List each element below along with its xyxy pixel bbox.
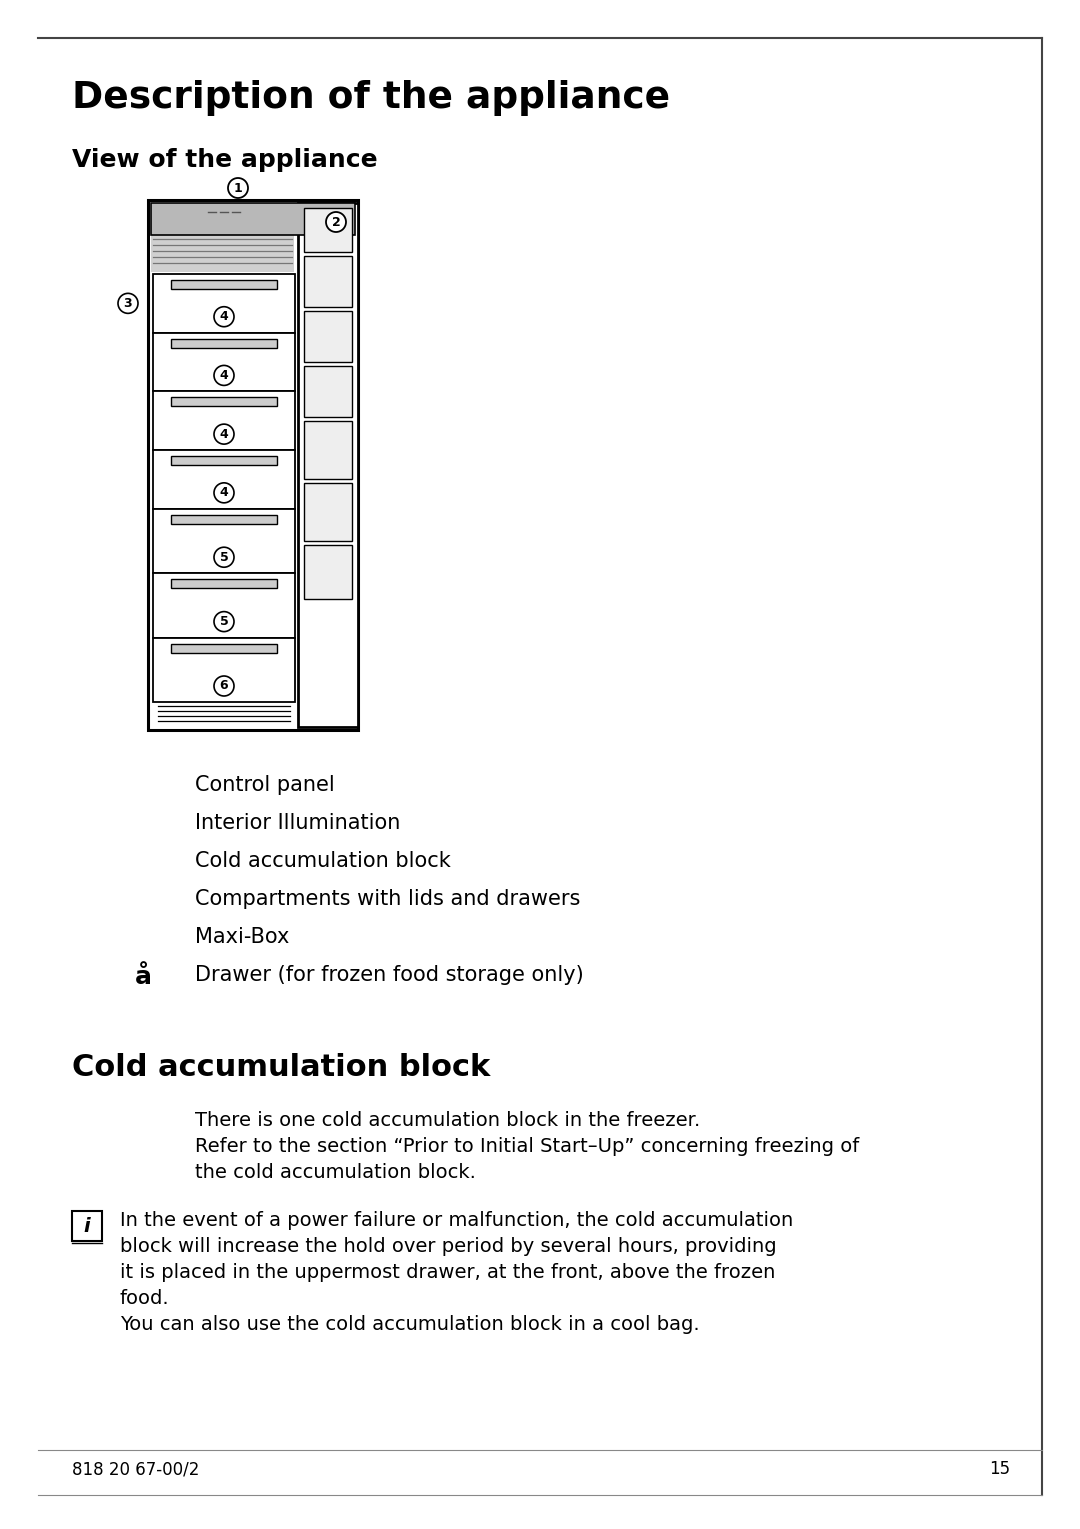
Bar xyxy=(171,456,276,465)
Text: 15: 15 xyxy=(989,1460,1010,1479)
Bar xyxy=(303,208,352,252)
Bar xyxy=(171,644,276,653)
Text: food.: food. xyxy=(120,1289,170,1307)
Text: Description of the appliance: Description of the appliance xyxy=(72,80,670,116)
Text: View of the appliance: View of the appliance xyxy=(72,148,378,171)
Text: Maxi-Box: Maxi-Box xyxy=(195,927,289,946)
Text: it is placed in the uppermost drawer, at the front, above the frozen: it is placed in the uppermost drawer, at… xyxy=(120,1263,775,1281)
Bar xyxy=(153,450,295,509)
Circle shape xyxy=(214,365,234,385)
Bar xyxy=(148,200,357,729)
Bar xyxy=(298,203,357,726)
Circle shape xyxy=(228,177,248,197)
Bar xyxy=(171,280,276,289)
Bar xyxy=(303,310,352,362)
Bar xyxy=(171,398,276,407)
Bar xyxy=(153,391,295,450)
Bar xyxy=(171,339,276,347)
Text: å: å xyxy=(135,965,152,989)
Circle shape xyxy=(214,424,234,443)
Bar xyxy=(303,365,352,417)
Text: In the event of a power failure or malfunction, the cold accumulation: In the event of a power failure or malfu… xyxy=(120,1211,793,1229)
Text: 4: 4 xyxy=(219,428,228,440)
Circle shape xyxy=(214,676,234,696)
Text: 1: 1 xyxy=(233,182,242,194)
Text: Refer to the section “Prior to Initial Start–Up” concerning freezing of: Refer to the section “Prior to Initial S… xyxy=(195,1138,860,1156)
Text: Cold accumulation block: Cold accumulation block xyxy=(72,1053,490,1083)
Bar xyxy=(303,483,352,541)
Bar xyxy=(303,544,352,599)
Bar xyxy=(72,1211,102,1242)
Circle shape xyxy=(326,213,346,232)
Bar xyxy=(303,255,352,307)
Bar xyxy=(153,638,295,702)
Circle shape xyxy=(118,294,138,313)
Text: i: i xyxy=(83,1217,91,1235)
Text: Cold accumulation block: Cold accumulation block xyxy=(195,852,450,872)
Text: You can also use the cold accumulation block in a cool bag.: You can also use the cold accumulation b… xyxy=(120,1315,700,1333)
Bar xyxy=(153,573,295,638)
Text: 4: 4 xyxy=(219,310,228,323)
Text: the cold accumulation block.: the cold accumulation block. xyxy=(195,1164,476,1182)
Text: 2: 2 xyxy=(332,216,340,228)
Text: Drawer (for frozen food storage only): Drawer (for frozen food storage only) xyxy=(195,965,584,985)
Text: 5: 5 xyxy=(219,550,228,564)
Text: 818 20 67-00/2: 818 20 67-00/2 xyxy=(72,1460,200,1479)
Text: Compartments with lids and drawers: Compartments with lids and drawers xyxy=(195,888,580,910)
Text: There is one cold accumulation block in the freezer.: There is one cold accumulation block in … xyxy=(195,1112,700,1130)
Bar xyxy=(153,274,295,333)
Text: Interior Illumination: Interior Illumination xyxy=(195,813,401,833)
Text: 5: 5 xyxy=(219,615,228,628)
Circle shape xyxy=(214,547,234,567)
Bar xyxy=(171,515,276,524)
Text: Control panel: Control panel xyxy=(195,775,335,795)
Bar xyxy=(153,509,295,573)
Bar xyxy=(151,203,355,235)
Text: 4: 4 xyxy=(219,486,228,500)
Text: block will increase the hold over period by several hours, providing: block will increase the hold over period… xyxy=(120,1237,777,1255)
Bar xyxy=(171,579,276,589)
Bar xyxy=(153,333,295,391)
Bar xyxy=(303,420,352,479)
Text: 4: 4 xyxy=(219,368,228,382)
Bar xyxy=(151,235,294,272)
Circle shape xyxy=(214,483,234,503)
Circle shape xyxy=(214,612,234,631)
Text: 6: 6 xyxy=(219,679,228,693)
Circle shape xyxy=(214,307,234,327)
Text: 3: 3 xyxy=(124,297,133,310)
